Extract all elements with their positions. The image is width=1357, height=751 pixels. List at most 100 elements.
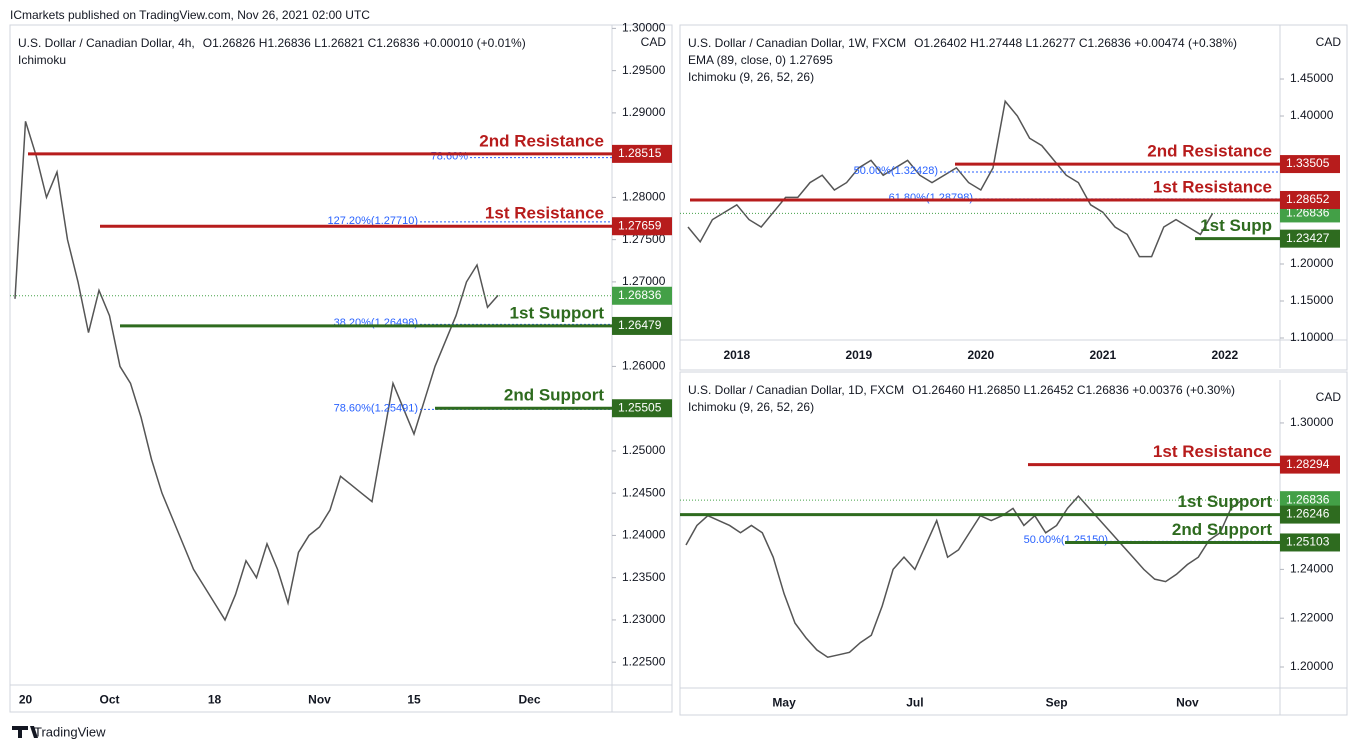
level-tag <box>612 217 672 236</box>
currency: CAD <box>641 35 667 49</box>
level-tag <box>1280 455 1340 474</box>
fib-label: 38.20%(1.26498) <box>334 317 418 329</box>
y-tick-label: 1.25000 <box>622 443 666 457</box>
level-price: 1.25103 <box>1286 535 1330 549</box>
ohlc: O1.26460 H1.26850 L1.26452 C1.26836 +0.0… <box>912 383 1235 397</box>
level-tag <box>612 399 672 418</box>
x-tick-label: Sep <box>1046 696 1068 710</box>
level-name: 1st Resistance <box>1153 442 1272 461</box>
indicator: EMA (89, close, 0) 1.27695 <box>688 53 833 67</box>
y-tick-label: 1.29000 <box>622 105 666 119</box>
level-price: 1.28515 <box>618 146 662 160</box>
chart-title: U.S. Dollar / Canadian Dollar, 1D, FXCM <box>688 383 904 397</box>
fib-label: 50.00%(1.25150) <box>1024 534 1108 546</box>
panel <box>9 24 673 713</box>
panel <box>679 24 1348 371</box>
y-tick-label: 1.22000 <box>1290 610 1334 624</box>
x-tick-label: Nov <box>1176 696 1199 710</box>
x-tick-label: 2021 <box>1089 348 1116 362</box>
currency: CAD <box>1316 35 1342 49</box>
x-tick-label: 18 <box>208 693 222 707</box>
level-tag <box>1280 505 1340 524</box>
x-tick-label: Nov <box>308 693 331 707</box>
price-line <box>685 495 1243 659</box>
last-price-label: 1.26836 <box>1286 492 1330 506</box>
y-tick-label: 1.27500 <box>622 232 666 246</box>
level-name: 1st Resistance <box>485 204 604 223</box>
level-tag <box>1280 533 1340 552</box>
x-tick-label: Jul <box>906 696 923 710</box>
level-name: 1st Support <box>510 303 605 322</box>
fib-label: 50.00%(1.32428) <box>854 165 938 177</box>
indicator: Ichimoku (9, 26, 52, 26) <box>688 400 814 414</box>
fib-label: 127.20%(1.27710) <box>327 215 418 227</box>
x-tick-label: 2018 <box>723 348 750 362</box>
level-name: 2nd Resistance <box>1147 142 1272 161</box>
currency: CAD <box>1316 390 1342 404</box>
chart-title: U.S. Dollar / Canadian Dollar, 4h, <box>18 36 195 50</box>
fib-label: 78.60%(1.25491) <box>334 402 418 414</box>
fib-label: 61.80%(1.28798) <box>889 192 973 204</box>
level-name: 2nd Resistance <box>479 131 604 150</box>
level-price: 1.26479 <box>618 318 662 332</box>
y-tick-label: 1.23500 <box>622 570 666 584</box>
level-price: 1.33505 <box>1286 156 1330 170</box>
x-tick-label: 2019 <box>845 348 872 362</box>
header: ICmarkets published on TradingView.com, … <box>10 8 370 22</box>
y-tick-label: 1.24000 <box>1290 562 1334 576</box>
y-tick-label: 1.30000 <box>622 21 666 35</box>
level-tag <box>612 144 672 163</box>
level-tag <box>612 316 672 335</box>
level-tag <box>1280 229 1340 248</box>
x-tick-label: Dec <box>518 693 540 707</box>
y-tick-label: 1.28000 <box>622 190 666 204</box>
last-price-label: 1.26836 <box>618 288 662 302</box>
level-price: 1.26246 <box>1286 507 1330 521</box>
y-tick-label: 1.29500 <box>622 63 666 77</box>
x-tick-label: 2020 <box>967 348 994 362</box>
price-line <box>687 99 1214 258</box>
level-price: 1.28652 <box>1286 192 1330 206</box>
level-price: 1.28294 <box>1286 457 1330 471</box>
last-price-tag <box>612 286 672 305</box>
x-tick-label: 20 <box>19 693 33 707</box>
y-tick-label: 1.24500 <box>622 485 666 499</box>
y-tick-label: 1.26000 <box>622 359 666 373</box>
level-name: 2nd Support <box>504 386 604 405</box>
x-tick-label: 2022 <box>1211 348 1238 362</box>
level-name: 2nd Support <box>1172 520 1272 539</box>
x-tick-label: Oct <box>99 693 119 707</box>
chart-title: U.S. Dollar / Canadian Dollar, 1W, FXCM <box>688 36 906 50</box>
footer: TradingView <box>34 724 106 739</box>
y-tick-label: 1.10000 <box>1290 330 1334 344</box>
x-tick-label: May <box>772 696 796 710</box>
y-tick-label: 1.40000 <box>1290 108 1334 122</box>
indicator: Ichimoku <box>18 53 66 67</box>
y-tick-label: 1.20000 <box>1290 256 1334 270</box>
level-price: 1.25505 <box>618 400 662 414</box>
last-price-tag <box>1280 491 1340 510</box>
y-tick-label: 1.30000 <box>1290 415 1334 429</box>
x-tick-label: 15 <box>407 693 421 707</box>
level-name: 1st Supp <box>1200 216 1272 235</box>
ohlc: O1.26402 H1.27448 L1.26277 C1.26836 +0.0… <box>914 36 1237 50</box>
y-tick-label: 1.45000 <box>1290 71 1334 85</box>
indicator: Ichimoku (9, 26, 52, 26) <box>688 70 814 84</box>
y-tick-label: 1.20000 <box>1290 659 1334 673</box>
level-name: 1st Support <box>1178 492 1273 511</box>
price-line <box>14 121 499 622</box>
level-tag <box>1280 155 1340 174</box>
y-tick-label: 1.22500 <box>622 654 666 668</box>
y-tick-label: 1.27000 <box>622 274 666 288</box>
y-tick-label: 1.23000 <box>622 612 666 626</box>
ohlc: O1.26826 H1.26836 L1.26821 C1.26836 +0.0… <box>203 36 526 50</box>
y-tick-label: 1.15000 <box>1290 293 1334 307</box>
level-price: 1.23427 <box>1286 231 1330 245</box>
logo <box>12 726 38 738</box>
level-price: 1.27659 <box>618 218 662 232</box>
y-tick-label: 1.24000 <box>622 528 666 542</box>
panel <box>679 371 1348 716</box>
level-tag <box>1280 190 1340 209</box>
